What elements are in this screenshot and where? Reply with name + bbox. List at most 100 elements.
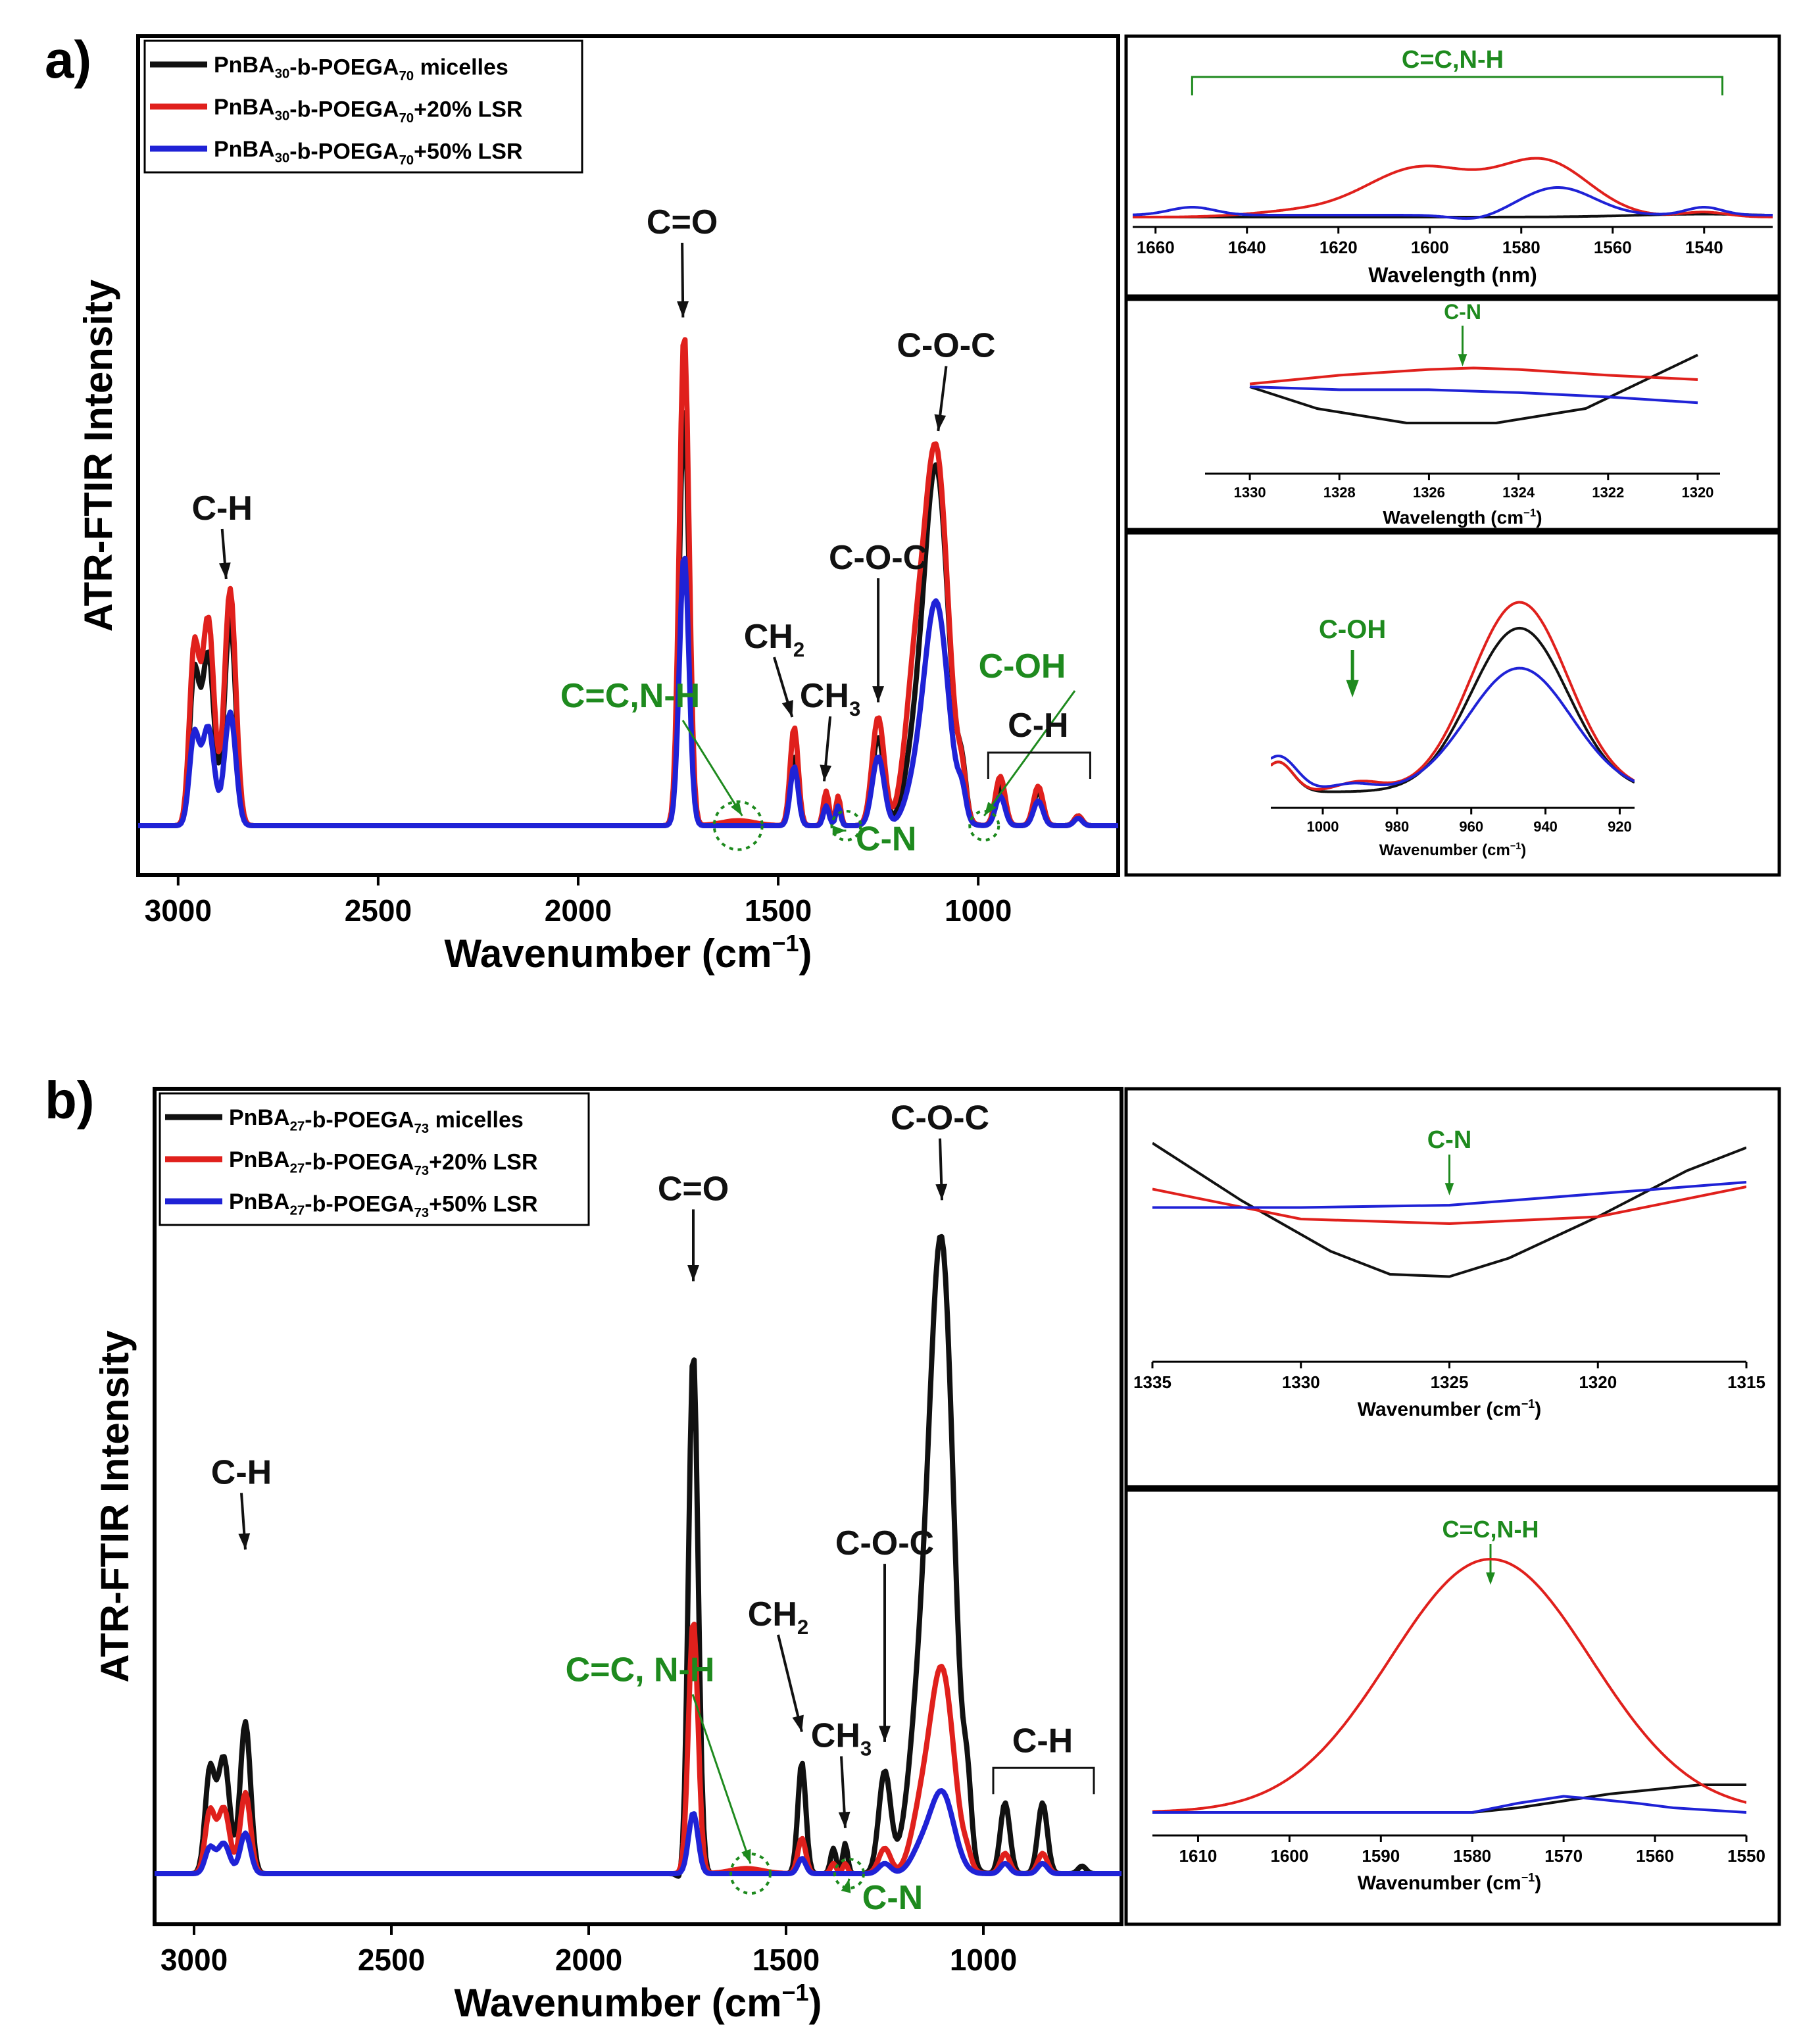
- annotation-arrow-head: [792, 1714, 804, 1732]
- annotation-arrow-head: [741, 1849, 751, 1864]
- annotation-arrow-head: [730, 801, 743, 816]
- peak-annotation: C=C,N-H: [560, 677, 700, 715]
- series-line-20-lsr: [1271, 601, 1635, 791]
- x-axis-label: Wavenumber (cm−1): [1358, 1871, 1541, 1894]
- series-line-20-lsr: [1152, 1185, 1746, 1225]
- series-line-50-lsr: [1152, 1181, 1746, 1209]
- inset-arrow-head: [1346, 680, 1359, 697]
- inset-title: C=C,N-H: [1402, 46, 1504, 74]
- peak-annotation: C-OH: [979, 647, 1066, 685]
- series-line-micelles: [1249, 353, 1698, 424]
- x-tick-label: 2000: [555, 1943, 622, 1977]
- peak-annotation: C-H: [211, 1453, 272, 1491]
- inset-title: C-OH: [1319, 615, 1386, 644]
- x-tick-label: 1660: [1137, 237, 1175, 257]
- series-line-50-lsr: [1250, 386, 1698, 405]
- peak-annotation: C-O-C: [835, 1524, 934, 1562]
- x-axis-label: Wavenumber (cm−1): [1358, 1397, 1541, 1420]
- x-tick-label: 2000: [545, 893, 612, 928]
- plot-frame: [1124, 34, 1781, 298]
- annotation-bracket: [992, 1766, 1095, 1795]
- peak-annotation: C-N: [862, 1879, 923, 1917]
- annotation-arrow-head: [879, 1726, 891, 1742]
- x-tick-label: 1500: [752, 1943, 820, 1977]
- x-axis-label: Wavelength (cm−1): [1383, 507, 1542, 528]
- plot-frame: [153, 1087, 1123, 1926]
- x-tick-label: 1315: [1727, 1372, 1765, 1392]
- x-tick-label: 1326: [1413, 484, 1445, 501]
- inset-title: C-N: [1427, 1126, 1472, 1154]
- peak-annotation: CH2: [748, 1595, 808, 1639]
- x-tick-label: 3000: [160, 1943, 228, 1977]
- legend-box: [159, 1092, 590, 1226]
- peak-annotation: CH3: [811, 1717, 872, 1760]
- annotation-arrow-head: [934, 414, 947, 431]
- peak-annotation: CH2: [744, 618, 804, 661]
- x-tick-label: 1000: [1307, 818, 1339, 835]
- chart-a-inset-cn: 1330 1328 1326 1324 1322 1320 Wavelength (cm−1…: [1124, 297, 1781, 532]
- series-line-50-lsr: [1271, 666, 1635, 788]
- inset-arrow-head: [1486, 1572, 1495, 1585]
- peak-annotation: C=O: [647, 203, 718, 241]
- series-line-50-lsr: [138, 555, 1118, 828]
- x-tick-label: 1322: [1592, 484, 1624, 501]
- x-tick-label: 1590: [1362, 1846, 1400, 1866]
- legend-label: PnBA30-b-POEGA70+50% LSR: [214, 137, 523, 168]
- peak-annotation: C-H: [192, 489, 253, 528]
- x-tick-label: 1580: [1502, 237, 1540, 257]
- x-tick-label: 1640: [1228, 237, 1266, 257]
- legend-label: PnBA30-b-POEGA70 micelles: [214, 53, 508, 84]
- legend-label: PnBA27-b-POEGA73 micelles: [229, 1105, 524, 1136]
- plot-frame: [1124, 297, 1781, 532]
- legend-label: PnBA27-b-POEGA73+20% LSR: [229, 1147, 538, 1178]
- inset-title: C-N: [1444, 300, 1481, 324]
- peak-annotation: CH3: [800, 677, 860, 720]
- x-tick-label: 2500: [358, 1943, 425, 1977]
- series-line-micelles: [1152, 1141, 1746, 1278]
- series-line-50-lsr: [1133, 186, 1773, 220]
- annotation-arrow-head: [841, 1878, 851, 1893]
- series-line-50-lsr: [155, 1788, 1121, 1876]
- annotation-arrow-head: [820, 764, 832, 782]
- annotation-arrow-head: [832, 825, 847, 836]
- chart-a-main: 3000 2500 2000 1500 1000 Wavenumber (cm−1) ATR…: [76, 34, 1120, 976]
- annotation-arrow-line: [777, 1634, 803, 1732]
- x-axis-label: Wavenumber (cm−1): [455, 1979, 822, 2025]
- peak-annotation: C-H: [1008, 707, 1068, 745]
- x-tick-label: 1320: [1681, 484, 1713, 501]
- series-line-20-lsr: [1249, 366, 1698, 386]
- x-tick-label: 1320: [1579, 1372, 1617, 1392]
- legend-label: PnBA27-b-POEGA73+50% LSR: [229, 1189, 538, 1220]
- x-tick-label: 1000: [945, 893, 1012, 928]
- chart-b-inset-cn: 1335 1330 1325 1320 1315 Wavenumber (cm−1) C-N: [1124, 1087, 1781, 1489]
- x-tick-label: 1000: [950, 1943, 1017, 1977]
- panel-label-a: a): [45, 30, 91, 89]
- x-tick-label: 920: [1608, 818, 1632, 835]
- x-tick-label: 1600: [1411, 237, 1449, 257]
- peak-annotation: C-N: [856, 820, 916, 859]
- x-tick-label: 1610: [1179, 1846, 1218, 1866]
- x-axis-label: Wavenumber (cm−1): [445, 930, 812, 976]
- plot-frame: [1124, 1488, 1781, 1926]
- x-tick-label: 1324: [1502, 484, 1535, 501]
- x-tick-label: 1560: [1636, 1846, 1674, 1866]
- y-axis-label: ATR-FTIR Intensity: [76, 279, 120, 632]
- x-tick-label: 1540: [1685, 237, 1723, 257]
- x-tick-label: 1580: [1453, 1846, 1491, 1866]
- annotation-arrow-head: [677, 301, 689, 318]
- annotation-arrow-head: [872, 686, 885, 703]
- annotation-circle: [968, 810, 1000, 841]
- x-tick-label: 940: [1533, 818, 1558, 835]
- peak-annotation: C-O-C: [829, 539, 927, 577]
- annotation-arrow-line: [681, 720, 743, 816]
- annotation-circle: [729, 1853, 772, 1895]
- chart-b-main: 3000 2500 2000 1500 1000 Wavenumber (cm−1) ATR…: [93, 1087, 1123, 2025]
- x-tick-label: 1550: [1727, 1846, 1765, 1866]
- annotation-bracket: [987, 751, 1091, 779]
- inset-arrow-head: [1444, 1183, 1454, 1195]
- series-line-micelles: [1271, 626, 1635, 793]
- x-tick-label: 1500: [745, 893, 812, 928]
- legend-label: PnBA30-b-POEGA70+20% LSR: [214, 95, 523, 126]
- annotation-arrow-head: [238, 1533, 251, 1550]
